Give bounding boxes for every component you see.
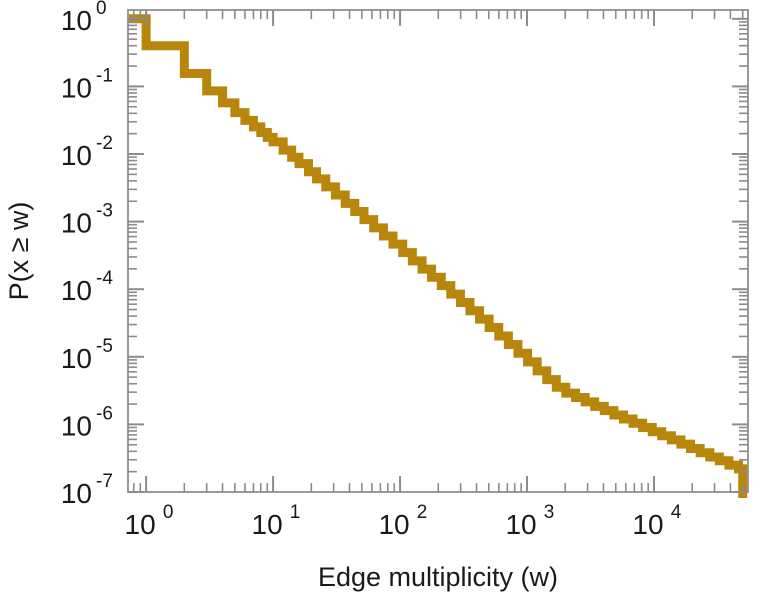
x-tick-label: 10 <box>252 509 283 540</box>
y-axis-ticks-left <box>128 17 144 493</box>
x-tick-label: 10 <box>125 509 156 540</box>
y-tick-exponent: -5 <box>96 336 113 357</box>
y-tick-label: 10 <box>61 72 92 103</box>
y-tick-exponent: -1 <box>96 65 113 86</box>
x-tick-label: 10 <box>378 509 409 540</box>
y-tick-label: 10 <box>61 5 92 36</box>
x-axis-tick-labels: 10 0 10 1 10 2 10 3 10 4 <box>125 502 682 540</box>
y-tick-exponent: -7 <box>96 471 113 492</box>
x-tick-exponent: 1 <box>290 502 301 523</box>
y-axis-ticks-right <box>732 17 748 493</box>
x-axis-ticks-bottom <box>133 476 744 492</box>
x-tick-exponent: 3 <box>544 502 555 523</box>
x-tick-exponent: 0 <box>163 502 174 523</box>
y-tick-exponent: -4 <box>96 268 113 289</box>
y-tick-exponent: 0 <box>96 0 107 19</box>
x-tick-label: 10 <box>505 509 536 540</box>
x-tick-exponent: 2 <box>417 502 428 523</box>
y-tick-label: 10 <box>61 275 92 306</box>
data-series-edge-multiplicity-ccdf <box>128 14 748 498</box>
y-tick-label: 10 <box>61 208 92 239</box>
plot-area <box>128 14 748 498</box>
y-axis-label: P(x ≥ w) <box>4 202 34 301</box>
y-tick-label: 10 <box>61 140 92 171</box>
x-tick-label: 10 <box>632 509 663 540</box>
y-tick-label: 10 <box>61 478 92 509</box>
x-axis-ticks-top <box>133 10 744 26</box>
y-tick-exponent: -2 <box>96 133 113 154</box>
y-tick-exponent: -3 <box>96 201 113 222</box>
x-tick-exponent: 4 <box>671 502 682 523</box>
y-tick-label: 10 <box>61 410 92 441</box>
y-tick-exponent: -6 <box>96 403 113 424</box>
x-axis-label: Edge multiplicity (w) <box>318 562 558 592</box>
y-tick-label: 10 <box>61 343 92 374</box>
